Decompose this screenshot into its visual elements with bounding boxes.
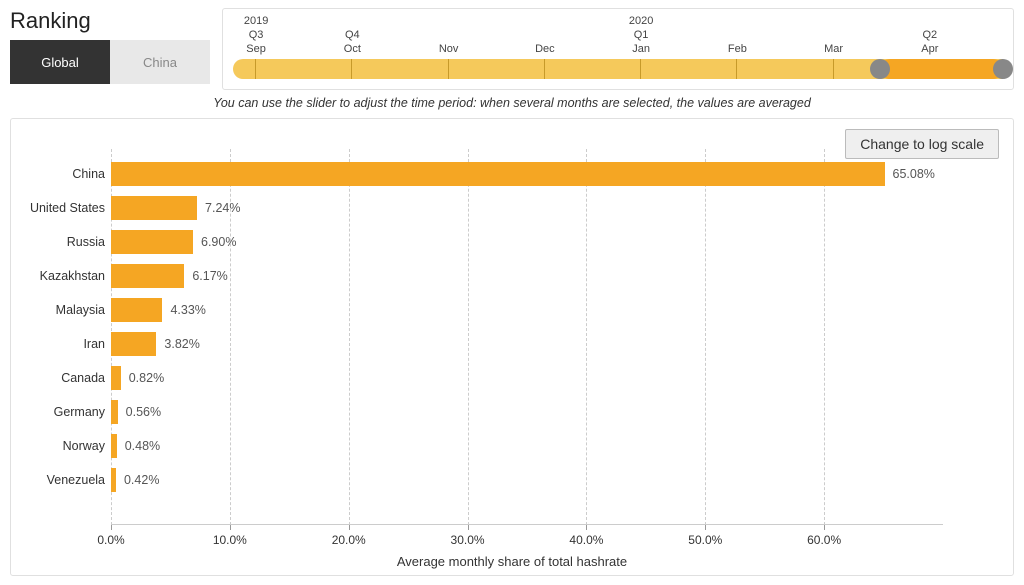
timeline-year-label: 2019 [244,15,268,27]
bar [111,468,116,492]
timeline-quarter-label: Q4 [345,29,360,41]
chart-panel: Change to log scale 0.0%10.0%20.0%30.0%4… [10,118,1014,576]
timeline-quarter-label: Q2 [923,29,938,41]
x-tick-mark [468,525,469,530]
timeline-month-label: Jan [632,43,650,55]
timeline-panel: 2019 2020 Q3 Q4 Q1 Q2 Sep Oct Nov Dec Jan Feb Mar A… [222,8,1014,90]
x-tick-mark [824,525,825,530]
x-tick-label: 50.0% [688,533,722,547]
bar-category-label: Malaysia [56,303,111,317]
page-title: Ranking [10,8,210,34]
timeline-segment[interactable] [256,59,352,79]
bar-row: China65.08% [111,157,943,191]
x-tick-label: 30.0% [451,533,485,547]
bar-category-label: United States [30,201,111,215]
bar [111,264,184,288]
x-axis-label: Average monthly share of total hashrate [11,554,1013,569]
plot-area: 0.0%10.0%20.0%30.0%40.0%50.0%60.0%China6… [111,149,943,525]
bar [111,434,117,458]
timeline-year-row: 2019 2020 [233,15,1003,29]
timeline-segment[interactable] [352,59,448,79]
bar [111,298,162,322]
x-tick-mark [349,525,350,530]
bar-value-label: 6.17% [192,269,227,283]
bar-category-label: Venezuela [47,473,111,487]
slider-caption: You can use the slider to adjust the tim… [0,96,1024,110]
timeline-segment[interactable] [545,59,641,79]
bar-row: Kazakhstan6.17% [111,259,943,293]
timeline-month-label: Mar [824,43,843,55]
timeline-month-label: Nov [439,43,459,55]
bar [111,400,118,424]
timeline-segment[interactable] [449,59,545,79]
x-tick-label: 60.0% [807,533,841,547]
bar [111,196,197,220]
x-tick-mark [705,525,706,530]
bar-value-label: 7.24% [205,201,240,215]
timeline-segment[interactable] [233,59,256,79]
timeline-month-label: Apr [921,43,938,55]
bar-row: Canada0.82% [111,361,943,395]
x-tick-label: 40.0% [569,533,603,547]
bar-value-label: 0.56% [126,405,161,419]
timeline-month-label: Oct [344,43,361,55]
bar-value-label: 0.48% [125,439,160,453]
tab-china[interactable]: China [110,40,210,84]
bar-value-label: 3.82% [164,337,199,351]
bar-category-label: Canada [61,371,111,385]
bar-row: Norway0.48% [111,429,943,463]
bar-row: Malaysia4.33% [111,293,943,327]
timeline-month-label: Sep [246,43,266,55]
timeline-month-label: Feb [728,43,747,55]
timeline-quarter-label: Q1 [634,29,649,41]
bar-row: Venezuela0.42% [111,463,943,497]
bar-row: Russia6.90% [111,225,943,259]
x-tick-label: 10.0% [213,533,247,547]
slider-handle-end[interactable] [993,59,1013,79]
timeline-month-row: Sep Oct Nov Dec Jan Feb Mar Apr [233,43,1003,57]
ranking-block: Ranking Global China [10,8,210,84]
x-tick-mark [111,525,112,530]
bar-category-label: China [72,167,111,181]
bar-category-label: Iran [83,337,111,351]
bar [111,366,121,390]
tab-buttons: Global China [10,40,210,84]
timeline-segment[interactable] [641,59,737,79]
bar-value-label: 4.33% [170,303,205,317]
x-tick-label: 0.0% [97,533,124,547]
bar-value-label: 0.42% [124,473,159,487]
bar-category-label: Kazakhstan [40,269,111,283]
timeline-month-label: Dec [535,43,555,55]
timeline-selected-range[interactable] [880,59,1003,79]
x-tick-mark [586,525,587,530]
x-tick-label: 20.0% [332,533,366,547]
bar-row: Germany0.56% [111,395,943,429]
bar [111,230,193,254]
timeline-quarter-row: Q3 Q4 Q1 Q2 [233,29,1003,43]
bar-value-label: 0.82% [129,371,164,385]
slider-handle-start[interactable] [870,59,890,79]
bar-row: Iran3.82% [111,327,943,361]
x-tick-mark [230,525,231,530]
bar-value-label: 65.08% [893,167,935,181]
bar-category-label: Russia [67,235,111,249]
timeline-quarter-label: Q3 [249,29,264,41]
bar-value-label: 6.90% [201,235,236,249]
bar [111,332,156,356]
tab-global[interactable]: Global [10,40,110,84]
bar-category-label: Norway [63,439,111,453]
bar-category-label: Germany [54,405,111,419]
timeline-year-label: 2020 [629,15,653,27]
bar [111,162,885,186]
x-axis-line [111,524,943,525]
timeline-slider[interactable] [233,59,1003,79]
bar-row: United States7.24% [111,191,943,225]
timeline-segment[interactable] [737,59,833,79]
